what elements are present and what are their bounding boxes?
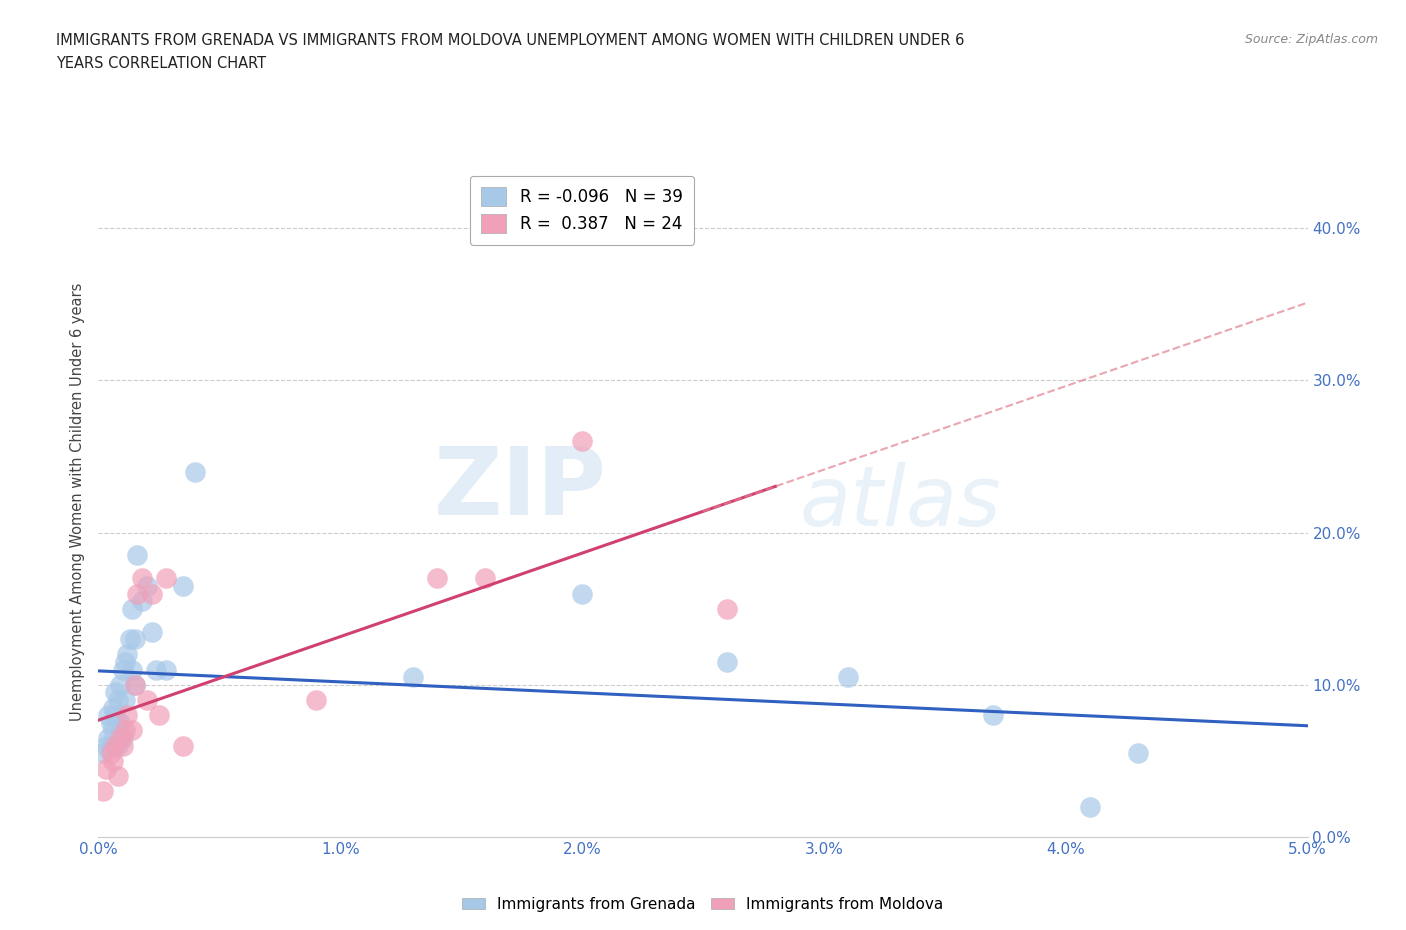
Point [121,662,143,677]
Point [101,753,124,768]
Y-axis label: Unemployment Among Women with Children Under 6 years: Unemployment Among Women with Children U… [69,283,84,722]
Point [141,586,163,601]
Text: YEARS CORRELATION CHART: YEARS CORRELATION CHART [56,56,266,71]
Point [91,784,114,799]
Point [114,655,136,670]
Point [114,723,136,737]
Point [426,571,449,586]
Point [571,586,593,601]
Point [1128,746,1150,761]
Point [94,761,117,776]
Point [104,738,127,753]
Point [100,746,122,761]
Point [131,593,153,608]
Point [111,662,134,677]
Point [474,571,496,586]
Point [124,677,146,692]
Point [148,708,170,723]
Point [107,769,129,784]
Point [117,708,139,723]
Point [100,738,122,753]
Point [94,738,117,753]
Text: Source: ZipAtlas.com: Source: ZipAtlas.com [1244,33,1378,46]
Point [121,723,143,737]
Text: ZIP: ZIP [433,443,606,535]
Point [135,578,157,593]
Point [155,571,177,586]
Point [108,677,131,692]
Point [97,708,120,723]
Point [837,670,859,684]
Point [127,548,149,563]
Point [571,434,593,449]
Point [107,693,129,708]
Point [402,670,425,684]
Point [118,631,141,646]
Point [145,662,167,677]
Point [104,708,127,723]
Point [121,602,143,617]
Point [184,464,207,479]
Point [111,738,134,753]
Point [172,578,194,593]
Legend: Immigrants from Grenada, Immigrants from Moldova: Immigrants from Grenada, Immigrants from… [456,891,950,918]
Point [117,647,139,662]
Point [101,700,124,715]
Text: IMMIGRANTS FROM GRENADA VS IMMIGRANTS FROM MOLDOVA UNEMPLOYMENT AMONG WOMEN WITH: IMMIGRANTS FROM GRENADA VS IMMIGRANTS FR… [56,33,965,47]
Point [716,655,738,670]
Point [135,693,157,708]
Point [124,631,146,646]
Point [100,715,122,730]
Point [981,708,1004,723]
Text: atlas: atlas [800,461,1001,543]
Point [111,731,134,746]
Point [172,738,194,753]
Point [155,662,177,677]
Point [91,746,114,761]
Point [131,571,153,586]
Point [141,624,163,639]
Point [114,693,136,708]
Point [104,685,127,700]
Point [108,731,131,746]
Point [107,738,129,753]
Legend: R = -0.096   N = 39, R =  0.387   N = 24: R = -0.096 N = 39, R = 0.387 N = 24 [470,176,695,245]
Point [305,693,328,708]
Point [716,602,738,617]
Point [124,677,146,692]
Point [108,715,131,730]
Point [97,731,120,746]
Point [127,586,149,601]
Point [1078,799,1101,814]
Point [101,723,124,737]
